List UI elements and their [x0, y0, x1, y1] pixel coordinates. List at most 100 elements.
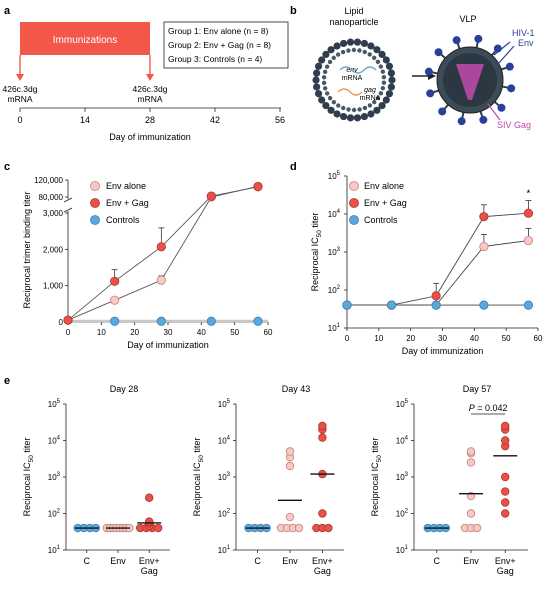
- lipid-inner: [321, 80, 327, 86]
- lipid-inner: [336, 103, 341, 108]
- immunization-bar: [20, 22, 150, 55]
- e-point-1: [466, 509, 476, 518]
- gag-mrna-label-1: gag: [364, 87, 376, 94]
- e-category-label: Env+: [139, 556, 160, 566]
- charts-e: Day 28 101 102 103 104 105 Reciprocal IC50 tit…: [22, 384, 528, 576]
- env-pointer-1: [493, 41, 511, 56]
- lipid-inner: [324, 64, 330, 69]
- d-point-2: [386, 300, 397, 310]
- e-significance-label: P = 0.042: [469, 403, 508, 413]
- d-point-1: [431, 291, 441, 301]
- d-legend-marker-1: [349, 198, 359, 208]
- d-xtick-label: 60: [534, 334, 543, 343]
- panel-b-letter: b: [290, 5, 297, 17]
- d-point-2: [479, 300, 489, 310]
- lipid-inner: [357, 107, 362, 112]
- e-ytick-label: 103: [396, 472, 409, 482]
- lipid-head: [387, 83, 395, 91]
- lipid-head: [318, 96, 326, 104]
- e-point-2: [318, 509, 327, 518]
- lipid-inner: [331, 100, 337, 105]
- c-legend-label-2: Controls: [106, 215, 140, 225]
- e-ylabel: Reciprocal IC50 titer: [192, 438, 205, 517]
- e-chart-1: Day 43 101 102 103 104 105 Reciprocal IC50 tit…: [192, 384, 344, 576]
- lipid-head: [333, 42, 341, 50]
- lipid-inner: [381, 80, 387, 85]
- lipid-inner: [324, 91, 330, 96]
- e-point-2: [501, 472, 510, 482]
- panel-b: b Lipid nanoparticle env mRNA gag mRNA V…: [290, 5, 535, 130]
- lipid-inner: [367, 52, 372, 57]
- gag-mrna-strand: [337, 88, 363, 96]
- e-ytick-label: 103: [48, 472, 61, 482]
- c-point-2: [110, 316, 120, 326]
- env-spike-head: [505, 62, 514, 71]
- e-point-2: [501, 487, 510, 496]
- lipid-head: [385, 90, 394, 98]
- lipid-head: [340, 112, 348, 121]
- e-point-2: [144, 517, 154, 526]
- lipid-head: [353, 114, 362, 122]
- d-ytick-label: 101: [328, 323, 341, 333]
- c-legend-marker-1: [90, 198, 100, 208]
- e-ytick-label: 105: [48, 399, 61, 409]
- c-point-1: [156, 242, 166, 252]
- c-xtick-label: 20: [130, 328, 139, 337]
- panel-e-letter: e: [4, 375, 10, 387]
- d-legend-label-0: Env alone: [364, 181, 404, 191]
- e-category-label: C: [434, 556, 441, 566]
- e-category-label: Env: [282, 556, 298, 566]
- c-point-1: [253, 182, 263, 192]
- timeline-tick-label: 56: [275, 115, 285, 125]
- e-point-2: [501, 498, 510, 507]
- env-label-2: Env: [518, 38, 534, 48]
- lipid-head: [312, 76, 320, 84]
- c-ylabel: Reciprocal trimer binding titer: [22, 191, 32, 308]
- e-category-label: Gag: [141, 566, 158, 576]
- lipid-inner: [362, 49, 367, 55]
- d-point-2: [342, 300, 352, 310]
- env-spike-head: [457, 117, 466, 126]
- lipid-inner: [375, 59, 381, 65]
- e-ytick-label: 104: [396, 436, 409, 446]
- env-mrna-label-2: mRNA: [342, 75, 363, 82]
- e-ytick-label: 101: [396, 545, 409, 555]
- lipid-head: [388, 76, 396, 84]
- e-point-2: [318, 421, 327, 431]
- lipid-head: [313, 69, 321, 77]
- d-significance-star: *: [526, 189, 530, 200]
- d-point-2: [431, 300, 441, 310]
- lipid-inner: [362, 105, 368, 111]
- c-point-2: [156, 316, 166, 326]
- chart-c: 0 1,000 2,000 3,000 80,000 120,000 0 10 20 30 40 50…: [22, 176, 273, 350]
- e-category-label: Env: [463, 556, 479, 566]
- env-pointer-2: [497, 45, 515, 65]
- e-ytick-label: 102: [396, 509, 409, 519]
- gag-label: SIV Gag: [497, 120, 531, 130]
- c-xtick-label: 10: [97, 328, 106, 337]
- c-point-0: [110, 295, 120, 305]
- timeline-tick-label: 42: [210, 115, 220, 125]
- e-ytick-label: 104: [48, 436, 61, 446]
- groups-box: [163, 21, 289, 69]
- e-ylabel: Reciprocal IC50 titer: [22, 438, 35, 517]
- lipid-head: [385, 62, 394, 70]
- group-1-label: Group 1: Env alone (n = 8): [168, 26, 269, 36]
- e-point-2: [501, 509, 510, 518]
- panel-d-letter: d: [290, 161, 297, 173]
- injection-arrow-head-1: [16, 74, 24, 81]
- env-spike-head: [434, 48, 443, 57]
- e-ytick-label: 102: [218, 509, 231, 519]
- c-axis-break-mark: [63, 207, 73, 213]
- e-category-label: Env+: [312, 556, 333, 566]
- e-point-1: [466, 447, 476, 456]
- gag-core: [456, 64, 484, 100]
- panel-c: c 0 1,000 2,000 3,000 80,000 120,000 0 10 20 30 40…: [4, 161, 273, 350]
- panel-c-letter: c: [4, 161, 10, 173]
- d-point-1: [523, 208, 534, 218]
- lipid-inner: [327, 59, 333, 65]
- env-spike-head: [497, 103, 506, 112]
- timeline-tick-label: 14: [80, 115, 90, 125]
- injection-label-1: 426c.3dg: [3, 84, 38, 94]
- c-legend-marker-2: [90, 215, 100, 225]
